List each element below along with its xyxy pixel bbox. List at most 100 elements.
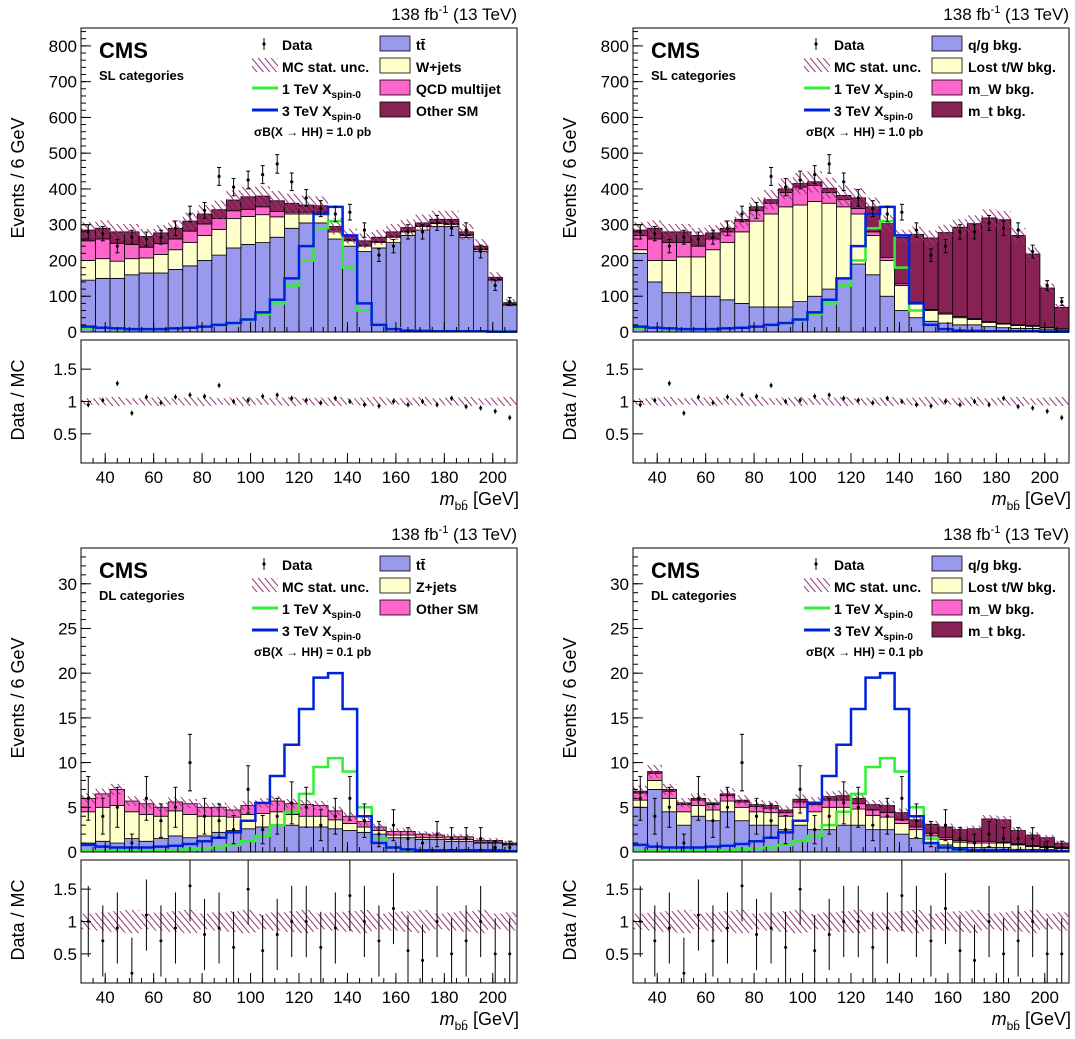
x-tick-label: 200 — [1031, 988, 1059, 1007]
ratio-y-tick-label: 0.5 — [605, 425, 629, 444]
legend-bkg-label-1: Z+jets — [416, 579, 457, 595]
data-point — [435, 832, 439, 836]
x-tick-label: 160 — [934, 988, 962, 1007]
bkg-bar-1 — [763, 213, 779, 308]
y-tick-label: 800 — [601, 37, 629, 56]
data-point — [246, 787, 250, 792]
data-point — [304, 805, 308, 809]
ratio-point — [493, 409, 497, 413]
x-tick-label: 100 — [236, 988, 264, 1007]
data-point — [464, 836, 468, 841]
y-tick-label: 600 — [49, 108, 77, 127]
ratio-point — [275, 932, 279, 936]
ratio-point — [725, 395, 729, 399]
bkg-bar-2 — [879, 257, 896, 261]
legend-data-label: Data — [282, 557, 313, 573]
y-tick-label: 15 — [58, 709, 77, 728]
x-axis-title: mbb̄ [GeV] — [992, 489, 1071, 513]
bkg-bar-0 — [443, 226, 460, 333]
ratio-point — [696, 913, 700, 917]
ratio-unc-band-bin — [836, 396, 851, 407]
bkg-bar-0 — [138, 272, 155, 333]
mc-unc-band-bin — [705, 798, 721, 808]
ratio-point — [827, 393, 831, 397]
data-point — [159, 235, 163, 239]
bkg-bar-2 — [865, 231, 881, 236]
legend-data-label: Data — [282, 37, 313, 53]
x-tick-label: 120 — [837, 988, 865, 1007]
bkg-bar-1 — [865, 235, 881, 276]
bkg-bar-0 — [153, 272, 169, 333]
data-point — [798, 787, 802, 792]
bkg-bar-1 — [342, 822, 358, 831]
ratio-point — [900, 400, 904, 403]
ratio-point — [246, 887, 250, 891]
mc-unc-band-bin — [763, 189, 779, 210]
ratio-point — [144, 913, 148, 917]
data-point — [725, 226, 730, 230]
y-axis-title: Events / 6 GeV — [560, 117, 580, 238]
bkg-bar-0 — [327, 238, 344, 333]
data-point — [769, 174, 773, 179]
legend-bkg-swatch-0 — [379, 35, 411, 52]
data-point — [362, 228, 366, 232]
data-point — [943, 244, 948, 248]
ratio-point — [929, 404, 933, 408]
data-point — [101, 232, 105, 236]
mc-unc-band-bin — [371, 229, 387, 245]
legend-bkg-swatch-3 — [379, 101, 411, 118]
legend-data-dot — [814, 562, 818, 566]
data-point — [115, 244, 119, 248]
data-point — [1045, 845, 1049, 850]
y-tick-label: 0 — [620, 323, 629, 342]
lumi-energy_text: (13 TeV) — [1000, 5, 1069, 24]
lumi-label: 138 fb-1 (13 TeV) — [943, 4, 1069, 24]
bkg-bar-0 — [472, 251, 489, 333]
bkg-bar-2 — [124, 243, 140, 260]
mc-unc-band-bin — [923, 230, 939, 246]
y-tick-label: 300 — [601, 216, 629, 235]
ratio-point — [1031, 920, 1035, 923]
lumi-label: 138 fb-1 (13 TeV) — [943, 524, 1069, 544]
data-point — [420, 841, 425, 845]
data-point — [275, 162, 279, 166]
ratio-point — [421, 958, 425, 962]
ratio-unc-band-bin — [124, 909, 140, 934]
legend-bkg-label-1: Lost t/W bkg. — [968, 579, 1056, 595]
data-point — [798, 178, 802, 182]
ratio-point — [784, 945, 788, 949]
bkg-bar-1 — [705, 249, 721, 297]
data-point — [914, 228, 918, 232]
y-tick-label: 500 — [601, 144, 629, 163]
legend-bkg-swatch-2 — [379, 599, 411, 616]
legend-sig1-main: 1 TeV X — [834, 81, 884, 97]
data-point — [1031, 836, 1035, 841]
ratio-point — [943, 400, 947, 403]
bkg-bar-1 — [240, 216, 256, 245]
legend-data-dot — [262, 42, 266, 46]
data-point — [769, 819, 773, 823]
mc-unc-band-bin — [226, 805, 241, 815]
ratio-unc-band-bin — [357, 397, 372, 406]
data-point — [827, 814, 831, 818]
bkg-bar-0 — [676, 292, 692, 333]
ratio-point — [362, 920, 366, 923]
ratio-point — [159, 939, 163, 943]
y-tick-label: 20 — [58, 664, 77, 683]
bkg-bar-0 — [661, 292, 677, 333]
mc-unc-band-bin — [226, 190, 241, 210]
bkg-bar-0 — [254, 242, 271, 333]
ratio-point — [682, 411, 686, 415]
ratio-point — [987, 403, 991, 407]
bkg-bar-0 — [269, 236, 285, 333]
ratio-y-tick-label: 0.5 — [53, 945, 77, 964]
data-point — [1031, 249, 1035, 254]
bkg-bar-1 — [196, 235, 213, 261]
lumi-lumi_exp: -1 — [439, 4, 449, 16]
ratio-point — [421, 400, 425, 403]
bkg-bar-3 — [952, 226, 968, 318]
x-tick-label: 100 — [788, 468, 816, 487]
cms-label: CMS — [651, 38, 700, 63]
legend-data-dot — [814, 42, 818, 46]
